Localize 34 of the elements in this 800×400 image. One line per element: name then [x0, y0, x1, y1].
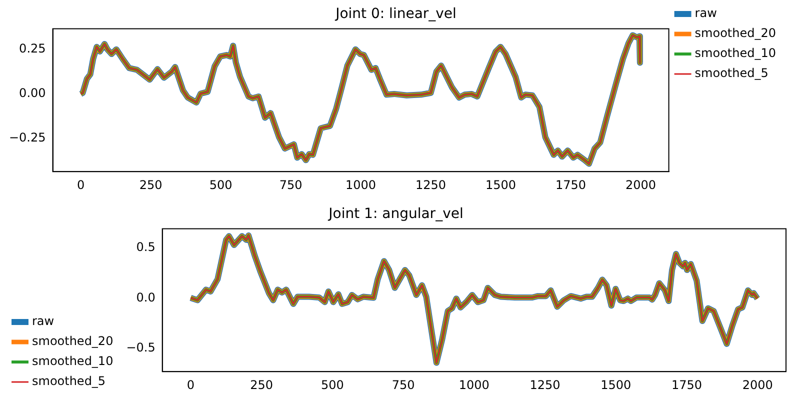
y-tick-label: 0.0: [136, 290, 156, 304]
y-tick-label: 0.25: [19, 41, 46, 56]
x-tick-label: 1750: [672, 378, 702, 392]
x-tick-label: 1000: [346, 178, 376, 192]
legend-label: smoothed_10: [32, 354, 114, 368]
y-tick-label: 0.5: [136, 240, 156, 254]
legend-label: smoothed_10: [694, 46, 776, 60]
legend-label: smoothed_5: [694, 66, 768, 80]
legend-label: smoothed_20: [694, 26, 776, 40]
x-tick-label: 1250: [530, 378, 560, 392]
x-tick-label: 750: [279, 178, 302, 192]
chart-title: Joint 0: linear_vel: [334, 6, 456, 22]
x-tick-label: 1500: [486, 178, 516, 192]
x-tick-label: 0: [186, 378, 195, 392]
x-tick-label: 500: [320, 378, 344, 392]
x-tick-label: 250: [250, 378, 274, 392]
y-tick-label: 0.00: [19, 86, 46, 100]
x-tick-label: 2000: [626, 178, 656, 192]
x-tick-label: 1000: [458, 378, 490, 392]
legend-label: raw: [32, 314, 54, 328]
y-tick-label: −0.5: [126, 340, 156, 355]
x-tick-label: 750: [392, 378, 415, 392]
x-tick-label: 500: [209, 178, 232, 192]
x-tick-label: 1500: [600, 378, 632, 392]
x-tick-label: 1250: [416, 178, 446, 192]
x-tick-label: 2000: [742, 378, 773, 392]
legend-label: raw: [694, 6, 718, 20]
y-tick-label: −0.25: [8, 130, 46, 145]
x-tick-label: 0: [76, 178, 85, 192]
x-tick-label: 250: [139, 178, 162, 192]
legend-label: smoothed_20: [32, 334, 114, 348]
chart-title: Joint 1: angular_vel: [328, 206, 464, 222]
x-tick-label: 1750: [556, 178, 586, 192]
legend-label: smoothed_5: [32, 374, 106, 388]
